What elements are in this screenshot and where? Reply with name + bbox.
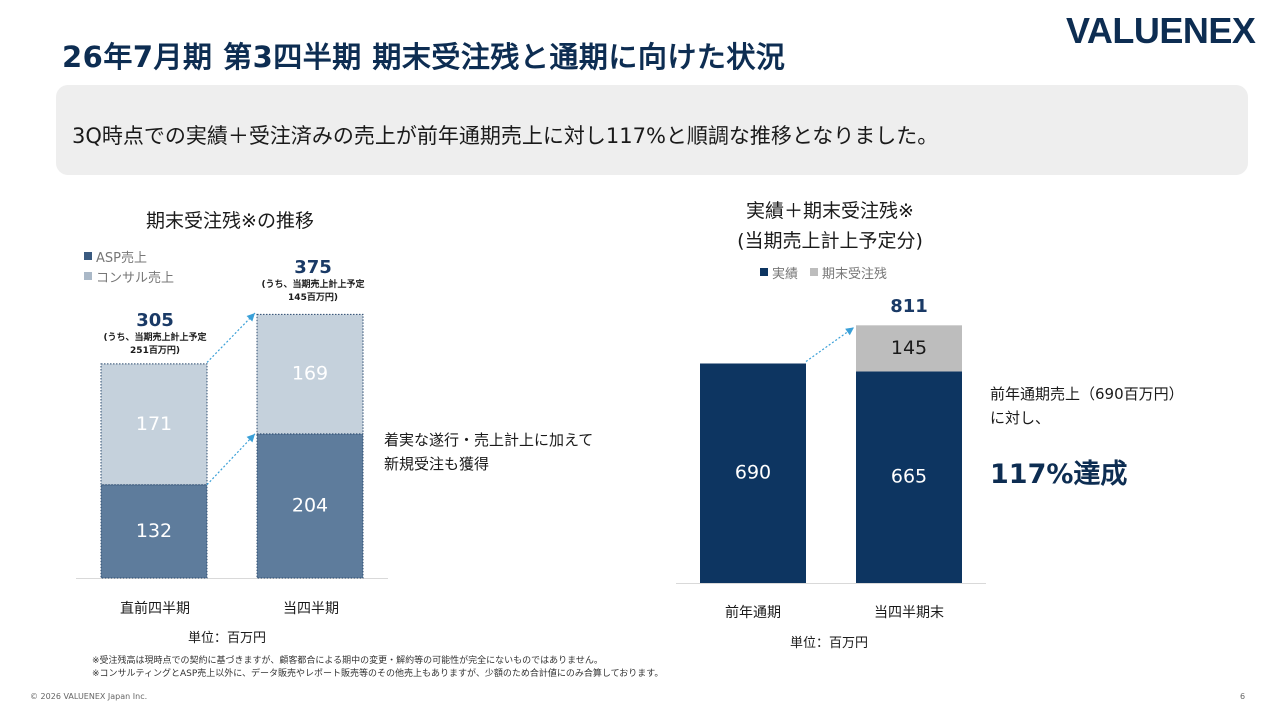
left-chart-title: 期末受注残※の推移 (146, 210, 314, 232)
left-bar-asp-0 (100, 484, 208, 579)
right-bar-actual-1 (856, 371, 962, 583)
right-annotation-line2: に対し、 (990, 409, 1051, 427)
right-arrow-total-head (845, 327, 854, 336)
left-bar-asp-1 (256, 433, 364, 579)
right-chart-title-line2: (当期売上計上予定分) (737, 230, 923, 252)
right-annotation-line1: 前年通期売上（690百万円） (990, 385, 1184, 403)
left-chart-legend: ASP売上 コンサル売上 (84, 246, 174, 286)
left-total-value-0: 305 (136, 310, 174, 331)
right-bar-label-backlog-1: 145 (891, 337, 927, 359)
legend-swatch-backlog (810, 268, 819, 276)
left-total-note-1a: (うち、当期売上計上予定 (261, 280, 365, 290)
legend-label-asp: ASP売上 (96, 250, 147, 266)
right-annotation: 前年通期売上（690百万円） に対し、 (990, 382, 1184, 430)
copyright: © 2026 VALUENEX Japan Inc. (30, 692, 148, 701)
left-total-0: 305 (うち、当期売上計上予定 251百万円) (70, 310, 240, 358)
left-arrow-asp (206, 433, 256, 486)
legend-label-actual: 実績 (772, 266, 799, 282)
left-bar-consult-1 (256, 313, 364, 435)
left-bar-label-consult-0: 171 (136, 413, 172, 435)
right-unit: 単位：百万円 (790, 636, 869, 651)
left-bar-label-asp-1: 204 (292, 494, 328, 516)
right-total-value-1: 811 (890, 296, 928, 317)
right-bar-actual-0 (700, 363, 806, 583)
legend-label-consult: コンサル売上 (96, 270, 175, 286)
left-arrow-asp-head (246, 433, 255, 443)
legend-item-backlog: 期末受注残 (810, 262, 887, 282)
legend-swatch-asp (84, 252, 92, 260)
page-number: 6 (1240, 692, 1246, 701)
right-chart-title: 実績＋期末受注残※ (当期売上計上予定分) (680, 196, 980, 256)
page-title: 26年7月期 第3四半期 期末受注残と通期に向けた状況 (62, 40, 786, 74)
legend-swatch-actual (760, 268, 768, 276)
left-total-note-1b: 145百万円) (288, 293, 338, 303)
left-annotation: 着実な遂行・売上計上に加えて 新規受注も獲得 (384, 428, 593, 476)
left-unit: 単位：百万円 (188, 631, 267, 646)
achievement-text: 117%達成 (990, 459, 1128, 490)
right-chart-title-line1: 実績＋期末受注残※ (746, 200, 914, 222)
left-arrow-total-head (246, 313, 255, 322)
left-total-note-0b: 251百万円) (130, 346, 180, 356)
right-bar-backlog-1 (856, 325, 962, 372)
legend-label-backlog: 期末受注残 (822, 266, 888, 282)
right-total-1: 811 (856, 296, 962, 318)
legend-item-consult: コンサル売上 (84, 266, 174, 286)
right-chart-legend: 実績 期末受注残 (760, 262, 887, 282)
left-xlabel-0: 直前四半期 (120, 601, 190, 617)
left-arrow-total (206, 312, 256, 363)
right-arrow-total (805, 326, 855, 362)
footnotes: ※受注残高は現時点での契約に基づきますが、顧客都合による期中の変更・解約等の可能… (92, 655, 663, 681)
legend-item-actual: 実績 (760, 262, 798, 282)
footnote-2: ※コンサルティングとASP売上以外に、データ販売やレポート販売等のその他売上もあ… (92, 669, 664, 679)
legend-swatch-consult (84, 272, 92, 280)
left-annotation-line1: 着実な遂行・売上計上に加えて (384, 431, 594, 449)
left-annotation-line2: 新規受注も獲得 (384, 455, 490, 473)
left-total-note-0a: (うち、当期売上計上予定 (103, 333, 207, 343)
left-bar-label-consult-1: 169 (292, 363, 328, 385)
right-bar-label-actual-1: 665 (891, 466, 927, 488)
footnote-1: ※受注残高は現時点での契約に基づきますが、顧客都合による期中の変更・解約等の可能… (92, 656, 603, 666)
right-bar-label-actual-0: 690 (735, 462, 771, 484)
summary-text: 3Q時点での実績＋受注済みの売上が前年通期売上に対し117%と順調な推移となりま… (72, 124, 939, 148)
valuenex-logo: VALUENEX (1066, 10, 1256, 51)
left-bar-label-asp-0: 132 (136, 520, 172, 542)
legend-item-asp: ASP売上 (84, 246, 174, 266)
right-xlabel-1: 当四半期末 (874, 605, 944, 621)
left-total-value-1: 375 (294, 257, 332, 278)
left-bar-consult-0 (100, 363, 208, 486)
left-total-1: 375 (うち、当期売上計上予定 145百万円) (228, 257, 398, 305)
summary-banner (56, 85, 1248, 175)
left-xlabel-1: 当四半期 (283, 601, 339, 617)
right-xlabel-0: 前年通期 (725, 605, 781, 621)
